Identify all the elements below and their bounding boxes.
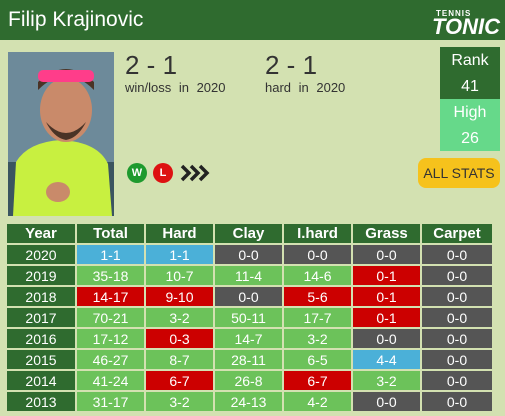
record-cell: 3-2: [353, 371, 420, 390]
record-cell: 14-17: [77, 287, 144, 306]
column-header: Total: [77, 224, 144, 243]
all-stats-button[interactable]: ALL STATS: [418, 158, 500, 188]
logo-bottom: TONIC: [432, 14, 501, 39]
record-cell: 0-0: [353, 392, 420, 411]
record-cell: 0-3: [146, 329, 213, 348]
record-cell: 0-0: [422, 308, 492, 327]
record-cell: 50-11: [215, 308, 282, 327]
record-cell: 14-7: [215, 329, 282, 348]
record-cell: 1-1: [146, 245, 213, 264]
logo-top: TENNIS: [436, 9, 472, 18]
record-cell: 3-2: [146, 392, 213, 411]
record-cell: 0-0: [422, 392, 492, 411]
record-cell: 4-2: [284, 392, 351, 411]
year-row: 2019 35-18 10-7 11-4 14-6 0-1 0-0: [7, 266, 492, 285]
record-cell: 17-7: [284, 308, 351, 327]
record-cell: 0-0: [215, 287, 282, 306]
score-label: win/loss in 2020: [125, 80, 226, 95]
record-cell: 0-0: [422, 329, 492, 348]
rank-box: Rank 41: [440, 47, 500, 99]
record-cell: 0-0: [353, 245, 420, 264]
year-cell: 2018: [7, 287, 75, 306]
loss-badge: L: [153, 163, 173, 183]
year-row: 2016 17-12 0-3 14-7 3-2 0-0 0-0: [7, 329, 492, 348]
column-header: Hard: [146, 224, 213, 243]
more-arrows: [180, 164, 210, 182]
record-cell: 46-27: [77, 350, 144, 369]
record-cell: 9-10: [146, 287, 213, 306]
record-cell: 8-7: [146, 350, 213, 369]
record-cell: 0-0: [284, 245, 351, 264]
high-label: High: [453, 104, 487, 121]
year-cell: 2016: [7, 329, 75, 348]
record-cell: 0-0: [353, 329, 420, 348]
record-cell: 6-5: [284, 350, 351, 369]
year-cell: 2017: [7, 308, 75, 327]
record-cell: 6-7: [284, 371, 351, 390]
player-name: Filip Krajinovic: [8, 8, 144, 31]
record-cell: 70-21: [77, 308, 144, 327]
record-cell: 24-13: [215, 392, 282, 411]
record-cell: 0-0: [422, 371, 492, 390]
record-cell: 3-2: [284, 329, 351, 348]
player-photo: [8, 52, 114, 216]
rank-label: Rank: [451, 52, 489, 69]
record-cell: 6-7: [146, 371, 213, 390]
record-cell: 0-1: [353, 308, 420, 327]
record-cell: 1-1: [77, 245, 144, 264]
year-cell: 2014: [7, 371, 75, 390]
record-cell: 35-18: [77, 266, 144, 285]
record-cell: 0-0: [215, 245, 282, 264]
record-cell: 0-0: [422, 287, 492, 306]
record-cell: 31-17: [77, 392, 144, 411]
record-cell: 5-6: [284, 287, 351, 306]
high-value: 26: [461, 130, 479, 147]
record-cell: 0-0: [422, 245, 492, 264]
record-cell: 41-24: [77, 371, 144, 390]
score: 2 - 1: [125, 50, 178, 80]
record-cell: 10-7: [146, 266, 213, 285]
win-badge: W: [127, 163, 147, 183]
record-cell: 0-0: [422, 350, 492, 369]
header-row: Year Total Hard Clay I.hard Grass Carpet: [7, 224, 492, 243]
year-row: 2013 31-17 3-2 24-13 4-2 0-0 0-0: [7, 392, 492, 411]
year-cell: 2013: [7, 392, 75, 411]
record-cell: 11-4: [215, 266, 282, 285]
record-cell: 0-0: [422, 266, 492, 285]
year-row: 2020 1-1 1-1 0-0 0-0 0-0 0-0: [7, 245, 492, 264]
column-header: Grass: [353, 224, 420, 243]
record-cell: 26-8: [215, 371, 282, 390]
column-header: Year: [7, 224, 75, 243]
column-header: I.hard: [284, 224, 351, 243]
record-cell: 17-12: [77, 329, 144, 348]
year-cell: 2015: [7, 350, 75, 369]
record-cell: 4-4: [353, 350, 420, 369]
score-label: hard in 2020: [265, 80, 346, 95]
record-cell: 0-1: [353, 287, 420, 306]
year-row: 2015 46-27 8-7 28-11 6-5 4-4 0-0: [7, 350, 492, 369]
high-box: High 26: [440, 99, 500, 151]
record-cell: 28-11: [215, 350, 282, 369]
stats-table: Year Total Hard Clay I.hard Grass Carpet 2020 1-…: [5, 222, 494, 413]
year-row: 2014 41-24 6-7 26-8 6-7 3-2 0-0: [7, 371, 492, 390]
column-header: Carpet: [422, 224, 492, 243]
rank-value: 41: [461, 78, 479, 95]
record-cell: 14-6: [284, 266, 351, 285]
score: 2 - 1: [265, 50, 318, 80]
header-bar: [0, 0, 505, 40]
year-row: 2018 14-17 9-10 0-0 5-6 0-1 0-0: [7, 287, 492, 306]
record-cell: 3-2: [146, 308, 213, 327]
year-cell: 2020: [7, 245, 75, 264]
record-cell: 0-1: [353, 266, 420, 285]
year-cell: 2019: [7, 266, 75, 285]
year-row: 2017 70-21 3-2 50-11 17-7 0-1 0-0: [7, 308, 492, 327]
column-header: Clay: [215, 224, 282, 243]
